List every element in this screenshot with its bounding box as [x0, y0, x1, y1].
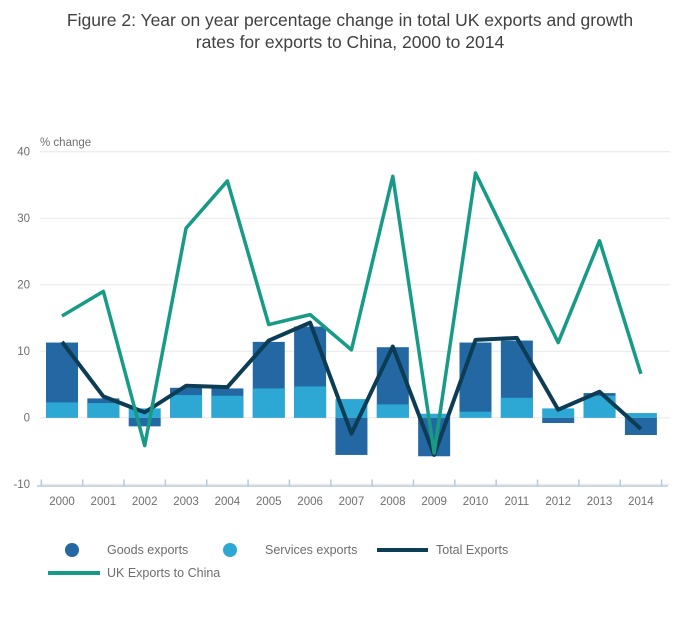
- figure-title-line1: Figure 2: Year on year percentage change…: [66, 10, 634, 30]
- bar-goods-exports-2002: [128, 417, 161, 427]
- bar-services-exports-2000: [46, 402, 78, 418]
- x-tick-label-2011: 2011: [504, 496, 529, 508]
- y-tick-label-10: 10: [17, 346, 30, 358]
- x-tick-label-2004: 2004: [215, 496, 241, 508]
- bar-services-exports-2006: [294, 386, 327, 418]
- legend-label-goods-exports: Goods exports: [107, 542, 189, 557]
- y-tick-label-40: 40: [17, 147, 30, 159]
- x-tick-label-2005: 2005: [256, 496, 282, 508]
- x-tick-label-2013: 2013: [587, 496, 613, 508]
- figure-title-line2: rates for exports to China, 2000 to 2014: [195, 32, 505, 52]
- bar-services-exports-2004: [211, 395, 244, 418]
- y-tick-label-30: 30: [17, 213, 30, 225]
- bar-services-exports-2012: [542, 408, 575, 418]
- y-tick-label-20: 20: [17, 280, 30, 292]
- bar-services-exports-2013: [583, 395, 616, 418]
- uk-exports-to-china-line: [61, 171, 643, 455]
- bar-services-exports-2005: [252, 388, 285, 418]
- bar-goods-exports-2010: [459, 342, 492, 418]
- legend-item-uk-exports-to-china: UK Exports to China: [48, 565, 220, 580]
- legend-item-total-exports: Total Exports: [377, 542, 508, 557]
- x-tick-label-2014: 2014: [628, 496, 654, 508]
- bar-services-exports-2011: [500, 397, 533, 418]
- x-tick-label-2000: 2000: [49, 496, 75, 508]
- legend-label-services-exports: Services exports: [265, 542, 358, 557]
- bar-services-exports-2010: [459, 411, 492, 418]
- total-exports-line: [60, 320, 643, 457]
- x-tick-label-2009: 2009: [421, 496, 447, 508]
- figure-title: Figure 2: Year on year percentage change…: [0, 9, 700, 53]
- x-tick-label-2010: 2010: [463, 496, 489, 508]
- goods-exports-marker-icon: [65, 542, 79, 557]
- y-tick-label-0: 0: [24, 413, 30, 425]
- bar-services-exports-2001: [87, 403, 120, 418]
- uk-exports-to-china-line-icon: [48, 570, 100, 575]
- x-tick-label-2012: 2012: [545, 496, 571, 508]
- legend-item-services-exports: Services exports: [223, 542, 357, 557]
- x-tick-label-2003: 2003: [173, 496, 199, 508]
- x-tick-label-2001: 2001: [91, 496, 117, 508]
- services-exports-marker-icon: [223, 542, 237, 557]
- y-axis-unit-label: % change: [40, 137, 91, 149]
- x-tick-label-2008: 2008: [380, 496, 406, 508]
- bar-services-exports-2008: [376, 404, 409, 418]
- bar-goods-exports-2012: [542, 417, 575, 424]
- y-tick-label--10: -10: [13, 479, 30, 491]
- x-tick-label-2002: 2002: [132, 496, 158, 508]
- legend-item-goods-exports: Goods exports: [65, 542, 188, 557]
- legend-label-uk-exports-to-china: UK Exports to China: [107, 565, 221, 580]
- total-exports-line-icon: [377, 547, 428, 552]
- bar-services-exports-2014: [624, 413, 657, 418]
- bar-goods-exports-2007: [335, 417, 368, 455]
- x-tick-label-2007: 2007: [339, 496, 365, 508]
- legend-label-total-exports: Total Exports: [436, 542, 509, 557]
- bar-services-exports-2009: [418, 413, 451, 418]
- bar-services-exports-2003: [170, 395, 203, 418]
- x-tick-label-2006: 2006: [297, 496, 323, 508]
